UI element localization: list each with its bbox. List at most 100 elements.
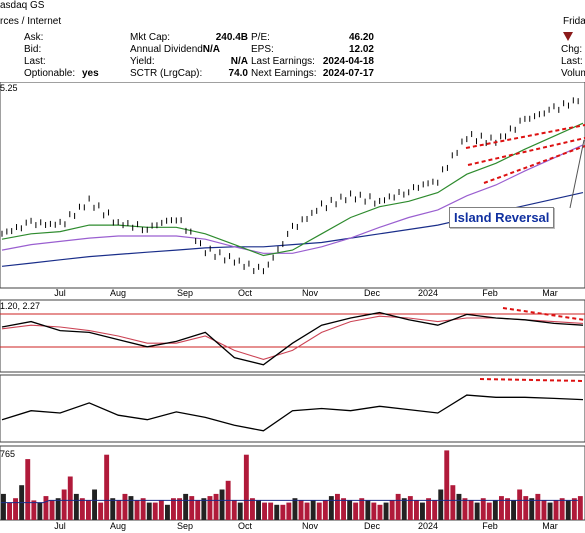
indicator1-label: 1.20, 2.27 xyxy=(0,301,41,311)
x-label-0: Jul xyxy=(54,288,66,298)
last-right-label: Last: xyxy=(561,56,583,67)
volume-bar xyxy=(213,493,219,520)
volume-bar xyxy=(43,496,49,520)
volume-bar xyxy=(310,500,316,520)
volume-bar xyxy=(420,502,425,520)
volume-bar xyxy=(474,502,480,520)
volume-bar xyxy=(280,504,286,520)
volume-bar xyxy=(529,498,535,520)
volume-bar xyxy=(517,489,523,520)
volume-bar xyxy=(322,500,328,520)
volume-bar xyxy=(523,496,529,520)
volume-bar xyxy=(268,502,274,520)
volume-bar xyxy=(298,500,304,520)
volume-bar xyxy=(438,489,444,520)
volume-bar xyxy=(450,485,456,520)
volume-bar xyxy=(1,493,6,520)
yield-value: N/A xyxy=(230,56,248,67)
volume-bar xyxy=(92,489,97,520)
volume-bar xyxy=(432,500,438,520)
volume-bar xyxy=(195,500,201,520)
volume-bar xyxy=(511,500,516,520)
sctr-label: SCTR (LrgCap): xyxy=(130,68,203,79)
volume-bar xyxy=(110,498,116,520)
volume-bar xyxy=(231,500,237,520)
volume-bar xyxy=(31,500,37,520)
volume-bar xyxy=(480,498,486,520)
volume-bar xyxy=(189,496,195,520)
volume-bar xyxy=(13,498,18,520)
volume-bar xyxy=(292,498,298,520)
volume-bar xyxy=(122,493,128,520)
x-label-7: Feb xyxy=(482,288,498,298)
volume-bar xyxy=(414,500,419,520)
x-label-bottom-6: 2024 xyxy=(418,521,438,531)
volume-bar xyxy=(177,498,182,520)
volume-bar xyxy=(104,454,110,520)
last-label: Last: xyxy=(24,56,46,67)
volume-bar xyxy=(499,496,504,520)
exchange-label: rces / Internet xyxy=(0,16,62,27)
annotation-pointer xyxy=(569,139,585,209)
volume-bar xyxy=(243,454,249,520)
volume-bar xyxy=(535,493,541,520)
volume-bar xyxy=(128,496,134,520)
ma-mid-line xyxy=(1,144,584,254)
volume-bar xyxy=(158,500,164,520)
volume-bar xyxy=(237,502,243,520)
x-label-5: Dec xyxy=(364,288,381,298)
volume-bar xyxy=(152,502,158,520)
volume-bar xyxy=(395,493,401,520)
volume-bar xyxy=(486,502,492,520)
ind1-signal-line xyxy=(1,315,584,360)
volume-bar xyxy=(55,498,61,520)
bid-label: Bid: xyxy=(24,44,42,55)
volume-bar xyxy=(219,489,225,520)
volume-bar xyxy=(577,496,583,520)
volume-bar xyxy=(541,500,547,520)
day-label: Frida xyxy=(563,16,585,27)
volume-bar xyxy=(262,502,267,520)
volume-bar xyxy=(7,502,12,520)
x-label-3: Oct xyxy=(238,288,253,298)
volume-bar xyxy=(468,500,474,520)
volume-bar xyxy=(383,502,389,520)
trend-line-0 xyxy=(465,124,585,149)
volume-bar xyxy=(73,493,79,520)
volume-bar xyxy=(256,500,261,520)
price-panel-label: 5.25 xyxy=(0,83,18,93)
volume-bar xyxy=(341,498,346,520)
volume-bar xyxy=(61,489,67,520)
next-earnings-value: 2024-07-17 xyxy=(322,68,374,79)
x-label-8: Mar xyxy=(542,288,558,298)
volume-bar xyxy=(347,500,353,520)
volume-bar xyxy=(171,498,176,520)
optionable-value: yes xyxy=(82,68,99,79)
ind1-line xyxy=(1,311,584,366)
volume-bar xyxy=(67,476,73,520)
volume-bar xyxy=(359,498,365,520)
volume-bar xyxy=(401,498,407,520)
eps-label: EPS: xyxy=(251,44,274,55)
volume-bar xyxy=(462,498,468,520)
volume-bar xyxy=(547,502,553,520)
x-label-bottom-5: Dec xyxy=(364,521,381,531)
mkt-cap-label: Mkt Cap: xyxy=(130,32,171,43)
pe-label: P/E: xyxy=(251,32,270,43)
volume-bar xyxy=(456,493,462,520)
volume-right-label: Volum xyxy=(561,68,585,79)
x-label-bottom-1: Aug xyxy=(110,521,126,531)
volume-bar xyxy=(207,496,213,520)
volume-bar xyxy=(140,498,146,520)
volume-bar xyxy=(49,500,55,520)
x-label-bottom-0: Jul xyxy=(54,521,66,531)
volume-bar xyxy=(492,500,498,520)
volume-bar xyxy=(98,502,104,520)
volume-bar xyxy=(328,496,334,520)
volume-bar xyxy=(377,504,383,520)
down-arrow-icon xyxy=(563,32,573,41)
last-earnings-value: 2024-04-18 xyxy=(322,56,374,67)
volume-bar xyxy=(86,500,91,520)
x-label-bottom-2: Sep xyxy=(177,521,193,531)
volume-bar xyxy=(146,502,152,520)
